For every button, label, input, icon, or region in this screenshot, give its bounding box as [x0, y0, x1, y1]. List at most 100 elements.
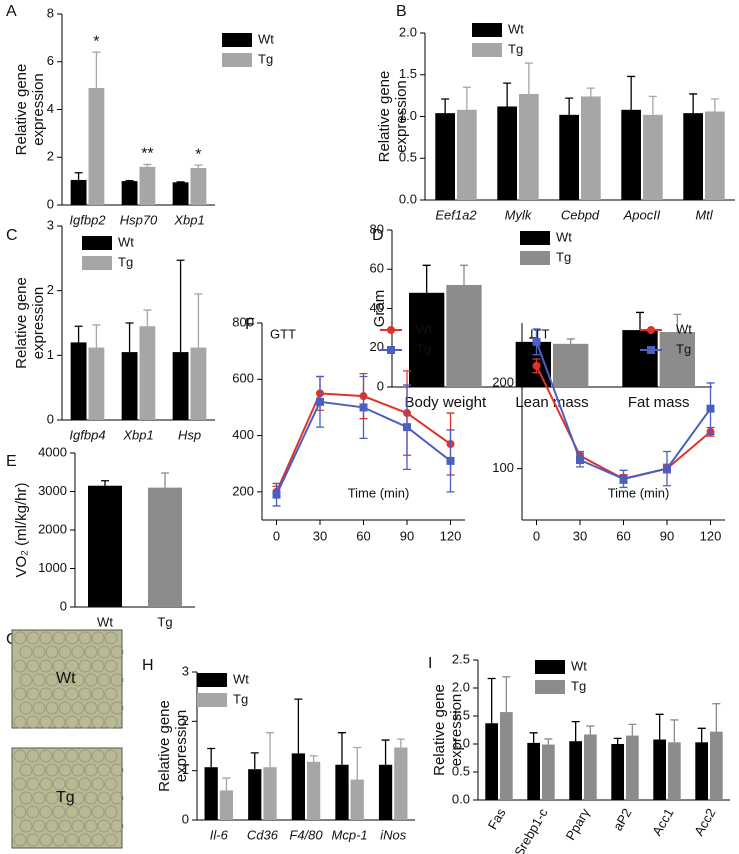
error-bar — [176, 259, 185, 353]
point — [663, 464, 671, 473]
legend-label: Wt — [676, 321, 692, 336]
panel-label: I — [428, 655, 432, 672]
error-bar — [712, 703, 721, 732]
y-tick-label: 2000 — [38, 521, 67, 536]
x-tick-label: Acc1 — [649, 806, 676, 839]
bar — [553, 343, 589, 387]
x-tick-label: Acc2 — [691, 806, 718, 839]
cell-texture — [13, 749, 124, 847]
bar — [88, 88, 105, 205]
y-axis-label: Relative gene — [376, 71, 393, 163]
error-bar — [655, 713, 664, 740]
x-tick-label: Fas — [485, 805, 509, 832]
x-tick-label: Xbp1 — [173, 212, 204, 227]
x-tick-label: Mcp-1 — [332, 827, 368, 842]
y-tick-label: 60 — [370, 261, 384, 276]
panel-label: A — [6, 3, 17, 20]
error-bar — [161, 472, 169, 488]
point — [706, 404, 715, 413]
bar — [204, 767, 218, 820]
y-tick-label: 1000 — [38, 560, 67, 575]
y-axis-label: Relative gene — [13, 277, 30, 369]
y-tick-label: 1.0 — [452, 735, 470, 750]
image-label: Wt — [56, 670, 76, 687]
error-bar — [101, 480, 109, 486]
error-bar — [422, 264, 431, 293]
error-bar — [670, 719, 679, 743]
legend-swatch — [535, 680, 565, 694]
bar — [542, 744, 555, 800]
error-bar — [565, 97, 574, 115]
error-bar — [381, 739, 390, 765]
x-tick-label: Tg — [157, 614, 172, 629]
panel-label: E — [6, 453, 17, 470]
legend-swatch — [197, 673, 227, 687]
y-tick-label: 800 — [232, 314, 254, 329]
error-bar — [207, 747, 216, 768]
legend-label: Tg — [258, 51, 273, 66]
y-tick-label: 0.0 — [452, 791, 470, 806]
bar — [683, 113, 703, 200]
x-tick-label: 120 — [700, 528, 722, 543]
y-tick-label: 2.0 — [452, 679, 470, 694]
legend-marker — [387, 326, 395, 334]
x-tick-label: Body weight — [404, 394, 487, 411]
error-bar — [74, 325, 83, 343]
error-bar — [544, 738, 553, 745]
y-axis-label: expression — [173, 710, 190, 783]
error-bar — [337, 732, 346, 765]
y-tick-label: 3 — [182, 663, 189, 678]
legend-marker — [647, 346, 655, 354]
error-bar — [309, 755, 318, 762]
x-axis-label: Time (min) — [608, 485, 670, 500]
bar — [695, 742, 708, 800]
legend-marker — [387, 346, 395, 354]
bar — [435, 113, 455, 200]
error-bar — [222, 777, 231, 791]
y-axis-label: Relative gene — [431, 684, 448, 776]
y-tick-label: 2.0 — [399, 24, 417, 39]
legend-swatch — [82, 256, 112, 270]
bar — [409, 292, 445, 387]
y-tick-label: 80 — [370, 221, 384, 236]
y-tick-label: 0 — [182, 811, 189, 826]
y-tick-label: 1.5 — [399, 66, 417, 81]
x-tick-label: Wt — [97, 614, 113, 629]
y-tick-label: 0.5 — [399, 150, 417, 165]
bar — [121, 181, 138, 205]
annotation: * — [93, 33, 99, 50]
x-tick-label: Mylk — [505, 207, 533, 222]
image-label: Tg — [56, 789, 75, 806]
error-bar — [524, 62, 533, 94]
bar — [139, 326, 156, 420]
error-bar — [460, 264, 468, 285]
y-tick-label: 0.0 — [399, 191, 417, 206]
bar — [485, 723, 498, 800]
y-tick-label: 2 — [47, 149, 54, 164]
x-tick-label: iNos — [380, 827, 407, 842]
bar — [378, 764, 393, 820]
bar — [263, 767, 277, 820]
bar — [248, 769, 262, 820]
y-tick-label: 6 — [47, 53, 54, 68]
point — [619, 474, 628, 483]
bar — [653, 739, 666, 800]
bar — [457, 109, 477, 200]
bar — [350, 779, 364, 820]
bar — [519, 93, 539, 200]
x-tick-label: Pparγ — [563, 805, 593, 842]
point — [576, 456, 584, 465]
error-bar — [566, 338, 575, 344]
legend-label: Tg — [118, 254, 133, 269]
x-tick-label: Hsp — [178, 427, 201, 442]
error-bar — [143, 163, 152, 167]
bar — [172, 182, 189, 205]
y-tick-label: 2 — [47, 282, 54, 297]
bar — [307, 761, 321, 820]
point — [532, 337, 541, 346]
bar — [121, 352, 138, 420]
y-tick-label: 1.5 — [452, 707, 470, 722]
error-bar — [125, 322, 134, 353]
error-bar — [502, 676, 511, 713]
